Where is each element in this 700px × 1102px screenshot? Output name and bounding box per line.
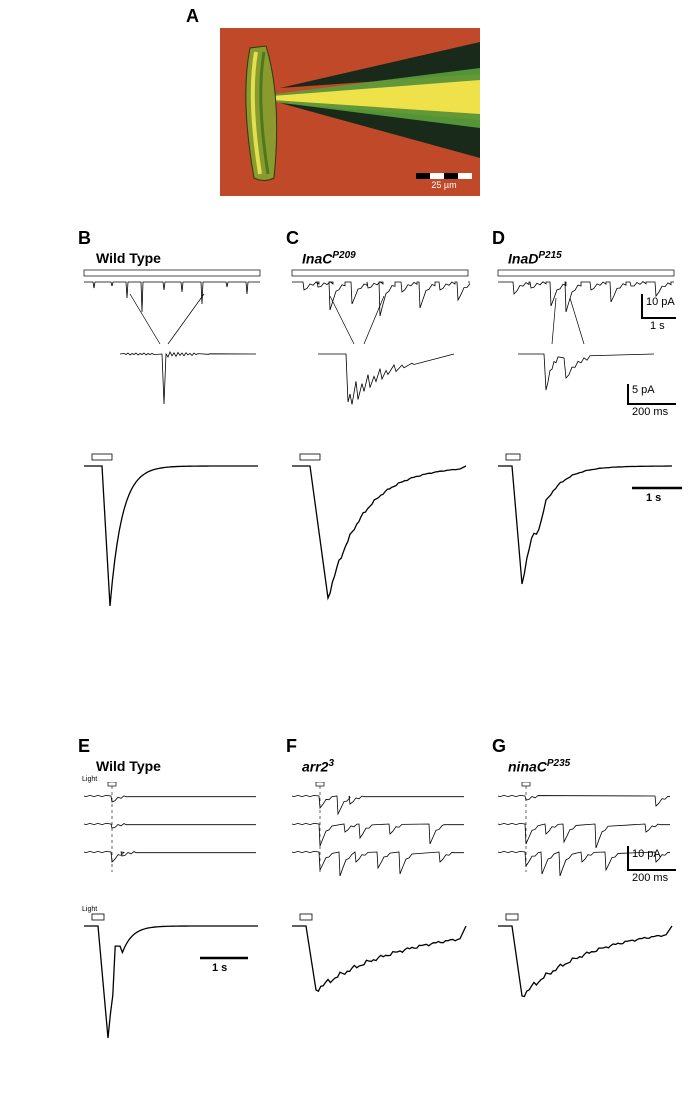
panel-c-letter: C [286, 228, 299, 249]
panel-f-letter: F [286, 736, 297, 757]
panel-g-title: ninaCP235 [508, 758, 570, 775]
panel-e-macro [82, 912, 262, 1052]
panel-f-rows [290, 782, 470, 876]
panel-c-macro [290, 452, 470, 612]
scalebar-group: 25 µm [416, 173, 472, 190]
scalebar-macro-x: 1 s [646, 492, 661, 504]
panel-a-letter: A [186, 6, 199, 27]
panel-e-title: Wild Type [96, 758, 161, 774]
panel-e-letter: E [78, 736, 90, 757]
scalebar-mid-x: 200 ms [632, 406, 668, 418]
panel-d-letter: D [492, 228, 505, 249]
scalebar-lower-y: 10 pA [632, 848, 661, 860]
panel-f-macro [290, 912, 470, 1052]
scalebar-lower-x: 200 ms [632, 872, 668, 884]
scalebar-macro-bottom-x: 1 s [212, 962, 227, 974]
panel-b-zoom [118, 342, 258, 412]
scalebar-label: 25 µm [431, 180, 456, 190]
panel-b-macro [82, 452, 262, 612]
panel-e-rows [82, 782, 262, 876]
scalebar-mid-y: 5 pA [632, 384, 655, 396]
panel-b-title: Wild Type [96, 250, 161, 266]
panel-g-macro [496, 912, 676, 1052]
panel-f-title: arr23 [302, 758, 334, 775]
panel-d-macro [496, 452, 676, 612]
panel-a-micrograph: 25 µm [220, 28, 480, 196]
panel-d-title: InaDP215 [508, 250, 562, 267]
panel-g-letter: G [492, 736, 506, 757]
panel-b-letter: B [78, 228, 91, 249]
scalebar [416, 173, 472, 179]
panel-c-title: InaCP209 [302, 250, 356, 267]
panel-c-zoom [316, 342, 456, 412]
